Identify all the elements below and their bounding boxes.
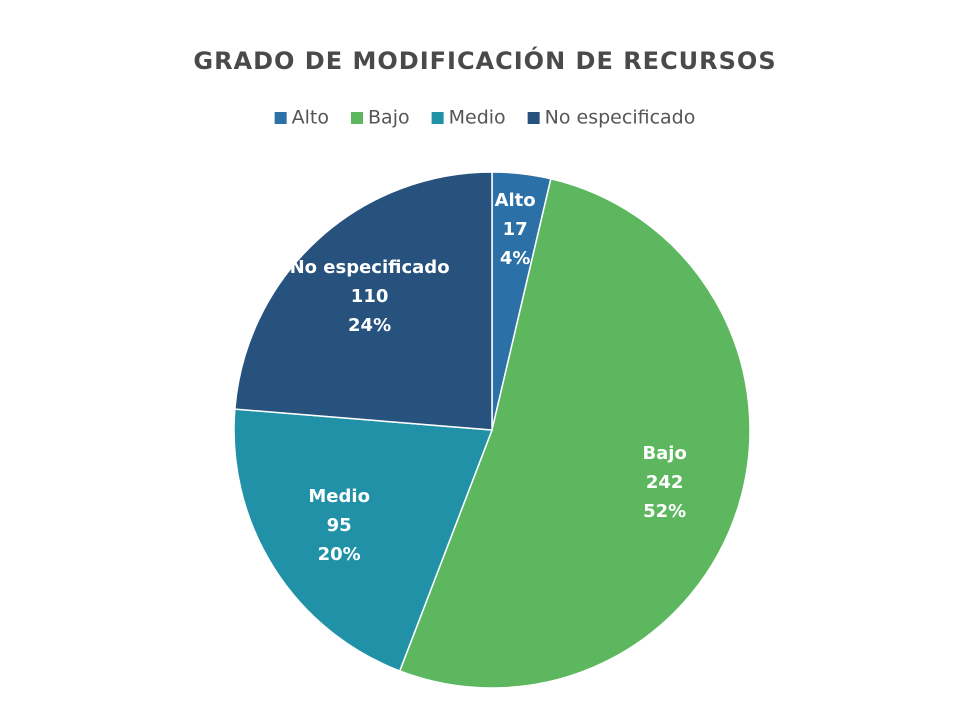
label-name: Alto [495, 190, 536, 211]
legend-item: Medio [431, 107, 506, 129]
label-name: No especificado [290, 257, 450, 278]
label-value: 17 [503, 219, 528, 240]
data-label: Alto 17 4% [495, 190, 536, 269]
data-label: No especificado 110 24% [290, 257, 450, 336]
label-value: 95 [327, 515, 352, 536]
pie-slice [398, 177, 751, 689]
legend-label: Alto [292, 107, 329, 129]
label-value: 110 [351, 286, 389, 307]
legend-item: Bajo [351, 107, 410, 129]
legend-item: Alto [274, 107, 329, 129]
label-percent: 20% [318, 544, 361, 565]
legend-label: Medio [449, 107, 506, 129]
label-name: Medio [308, 486, 370, 507]
legend-item: No especificado [527, 107, 696, 129]
data-label: Medio 95 20% [308, 486, 370, 565]
legend-label: Bajo [368, 107, 410, 129]
legend-marker [527, 112, 540, 124]
legend-marker [431, 112, 444, 124]
data-label: Bajo 242 52% [642, 443, 686, 522]
pie-slice [234, 171, 493, 431]
label-name: Bajo [642, 443, 686, 464]
label-percent: 4% [500, 248, 531, 269]
pie-slice [233, 408, 494, 672]
legend-marker [274, 112, 287, 124]
label-percent: 24% [348, 315, 391, 336]
chart-title: GRADO DE MODIFICACIÓN DE RECURSOS [193, 45, 776, 75]
legend-label: No especificado [545, 107, 696, 129]
legend-marker [351, 112, 364, 124]
label-percent: 52% [643, 501, 686, 522]
label-value: 242 [646, 472, 684, 493]
